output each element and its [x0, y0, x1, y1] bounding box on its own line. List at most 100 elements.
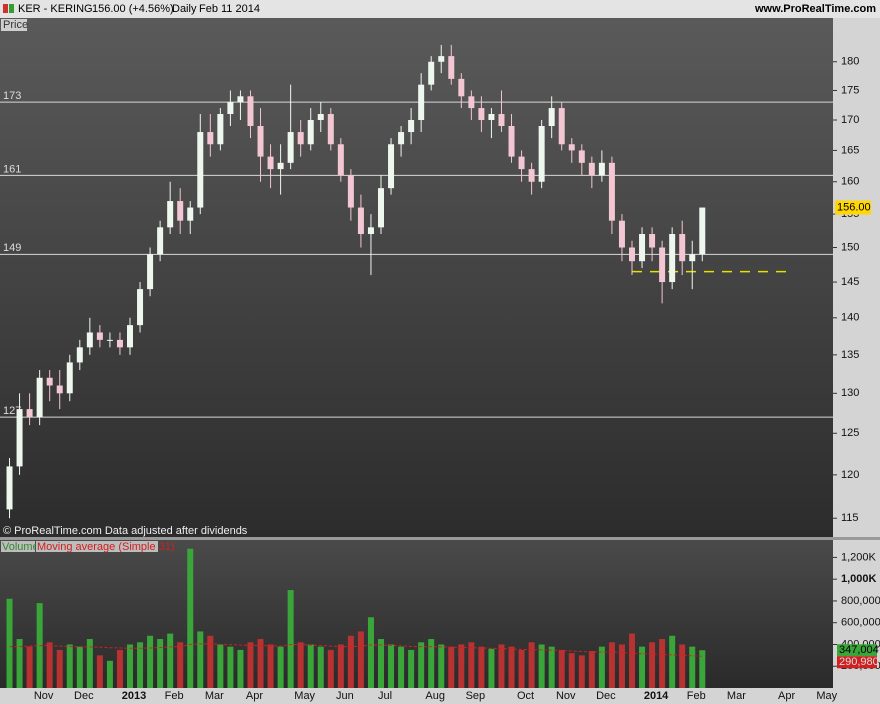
candle-body [207, 132, 214, 145]
candle-body [127, 325, 133, 348]
volume-bar [568, 653, 575, 688]
legend-entry: Volume [2, 541, 39, 553]
candle-body [197, 132, 204, 208]
y-tick-label: 800,000 [841, 595, 880, 607]
volume-bar [378, 639, 384, 688]
note: © ProRealTime.com Data adjusted after di… [3, 525, 248, 537]
y-tick-label: 165 [841, 144, 859, 156]
x-tick-label: Sep [466, 690, 486, 702]
symbol: KER - KERING [18, 3, 93, 15]
candle-body [277, 162, 284, 170]
candle-body [237, 96, 244, 103]
price-panel [0, 18, 833, 537]
volume-bar [398, 646, 405, 688]
volume-bar [177, 642, 184, 688]
separator [0, 537, 880, 540]
y-tick-label: 600,000 [841, 617, 880, 629]
candle-body [378, 188, 384, 228]
x-tick-label: Mar [727, 690, 746, 702]
volume-bar [66, 644, 73, 688]
volume-bar [558, 649, 565, 688]
last-value-box [837, 656, 877, 669]
candle-body [488, 114, 495, 120]
candle-body [558, 108, 565, 145]
volume-bar [448, 646, 455, 688]
x-tick-label: Aug [425, 690, 445, 702]
candle-body [588, 162, 595, 176]
legend-box [36, 541, 158, 552]
volume-bar [217, 644, 224, 688]
volume-bar [76, 646, 83, 688]
y-tick-label: 140 [841, 312, 859, 324]
level-label: 149 [3, 242, 21, 254]
volume-bar [227, 646, 234, 688]
volume-bar [56, 649, 63, 688]
candle-body [458, 78, 465, 97]
volume-bar [508, 646, 515, 688]
y-tick-label: 180 [841, 56, 859, 68]
volume-bar [699, 650, 706, 688]
candle-body [568, 144, 575, 151]
x-tick-label: May [816, 690, 837, 702]
candle-body [137, 289, 144, 326]
candle-body [36, 377, 43, 418]
volume-bar [307, 644, 314, 688]
candle-body [46, 377, 53, 386]
candle-body [629, 247, 635, 262]
x-tick-label: Feb [687, 690, 706, 702]
volume-bar [317, 646, 324, 688]
candle-body [367, 227, 374, 235]
candle-body [6, 466, 13, 510]
candle-body [257, 126, 264, 157]
volume-bar [267, 644, 274, 688]
x-tick-label: Feb [165, 690, 184, 702]
volume-bar [629, 633, 635, 688]
candle-body [448, 56, 455, 79]
candle-body [157, 227, 164, 255]
candle-body [649, 234, 656, 248]
x-tick-label: 2013 [122, 690, 146, 702]
candle-body [347, 175, 354, 208]
candle-body [538, 126, 545, 182]
candle-body [96, 332, 103, 340]
last-value: 290,980 [839, 656, 879, 668]
candle-body [659, 247, 666, 283]
legend-box [1, 541, 35, 552]
candle-body [508, 126, 515, 157]
volume-bar [438, 644, 445, 688]
candle-body [388, 144, 395, 189]
volume-bar [337, 644, 344, 688]
candle-body [669, 234, 676, 283]
y-tick-label: 1,200K [841, 551, 877, 563]
level-label: 173 [3, 90, 21, 102]
candle-body [217, 114, 224, 145]
volume-bar [187, 548, 194, 688]
candle-body [86, 332, 93, 348]
moving-average [9, 643, 703, 657]
volume-bar [347, 635, 354, 688]
volume-bar [16, 639, 23, 688]
candle-body [307, 119, 314, 145]
volume-bar [86, 639, 93, 688]
candle-body [468, 96, 475, 109]
y-tick-label: 160 [841, 176, 859, 188]
volume-bar [287, 590, 294, 688]
period: Daily [172, 3, 197, 15]
level-label: 161 [3, 163, 21, 175]
volume-bar [147, 635, 154, 688]
volume-bar [277, 646, 284, 688]
panel-tag [1, 19, 27, 31]
candle-body [408, 119, 415, 133]
header-bar [0, 0, 880, 18]
candle-body [327, 114, 334, 145]
candle-body [398, 132, 405, 145]
y-tick-label: 125 [841, 427, 859, 439]
volume-bar [538, 644, 545, 688]
volume-bar [468, 642, 475, 688]
candle-body [287, 132, 294, 163]
last-price: 156.00 [837, 201, 871, 213]
candle-body [578, 150, 585, 163]
candle-body [639, 234, 646, 262]
y-tick-label: 170 [841, 114, 859, 126]
date: Feb 11 2014 [199, 3, 260, 15]
